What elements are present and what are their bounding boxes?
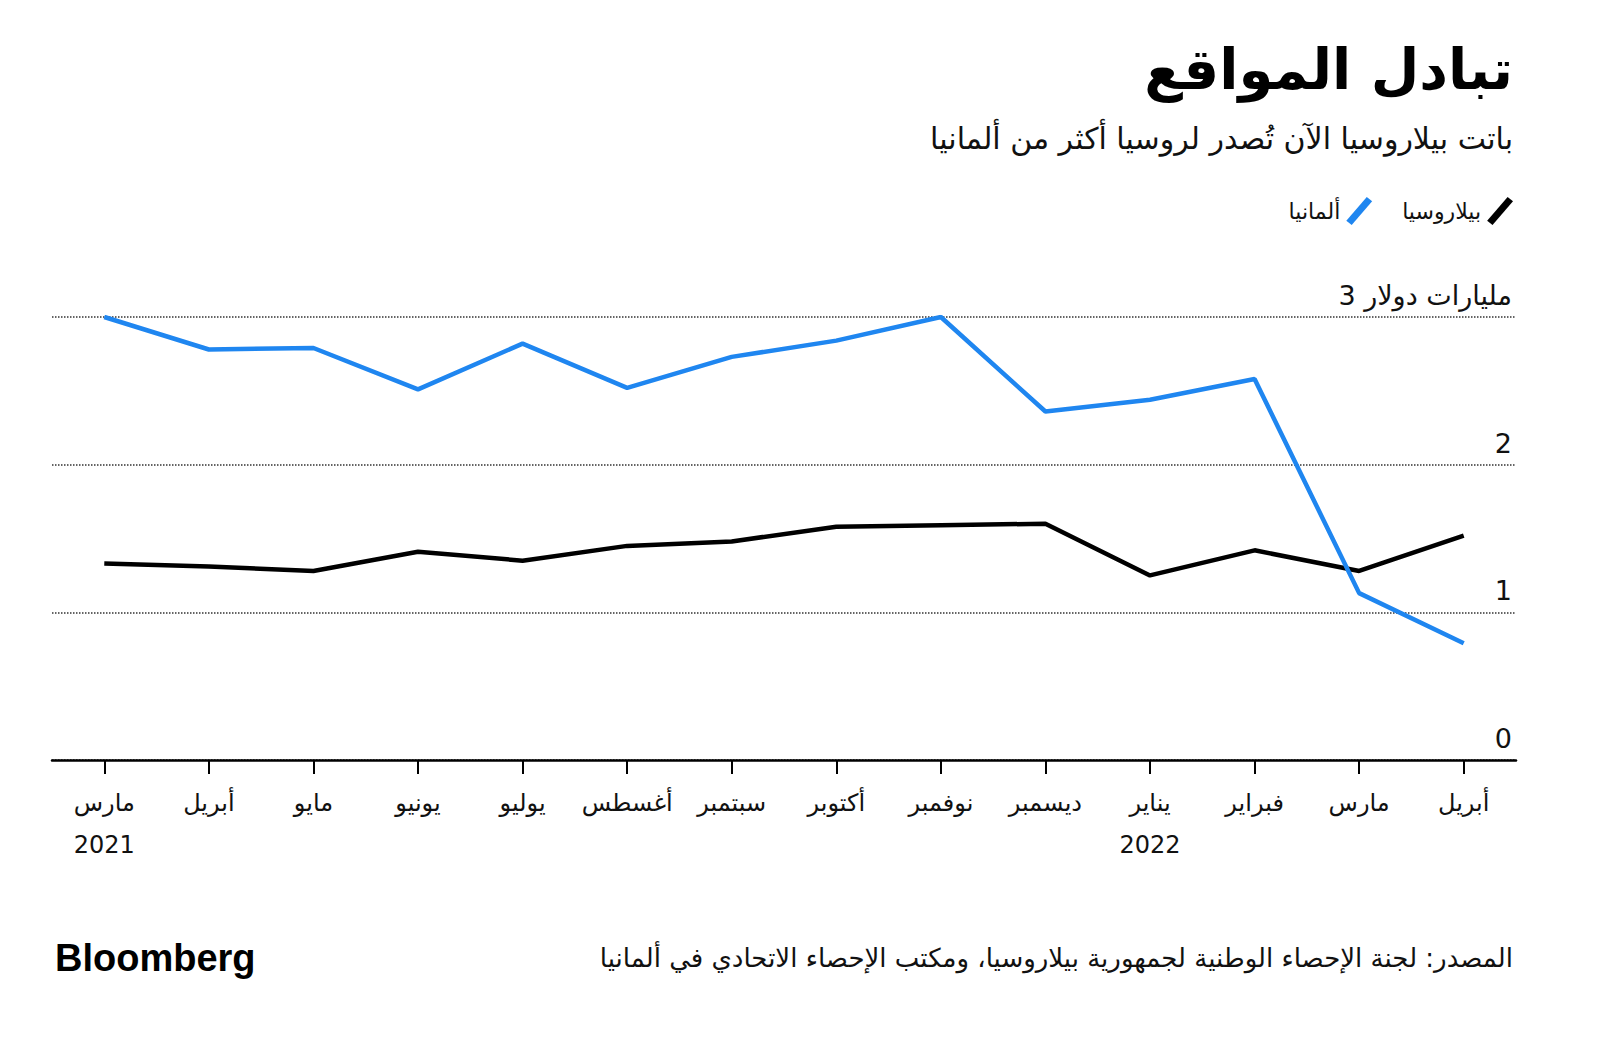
- svg-text:2: 2: [1495, 428, 1512, 459]
- svg-text:يناير: يناير: [1128, 789, 1170, 817]
- svg-text:ديسمبر: ديسمبر: [1008, 789, 1082, 817]
- svg-text:تبادل المواقع: تبادل المواقع: [1144, 37, 1513, 103]
- svg-text:2022: 2022: [1119, 831, 1180, 859]
- svg-text:أغسطس: أغسطس: [582, 787, 673, 817]
- svg-text:0: 0: [1495, 723, 1512, 754]
- svg-text:ألمانيا: ألمانيا: [1289, 197, 1341, 224]
- svg-text:مارس: مارس: [74, 789, 135, 817]
- svg-text:2021: 2021: [74, 831, 135, 859]
- svg-text:مارس: مارس: [1329, 789, 1390, 817]
- svg-text:فبراير: فبراير: [1224, 789, 1284, 817]
- svg-text:سبتمبر: سبتمبر: [696, 789, 766, 817]
- svg-text:المصدر: لجنة الإحصاء الوطنية ل: المصدر: لجنة الإحصاء الوطنية لجمهورية بي…: [600, 940, 1513, 974]
- svg-text:3 مليارات دولار: 3 مليارات دولار: [1338, 280, 1512, 312]
- svg-text:بيلاروسيا: بيلاروسيا: [1402, 199, 1481, 224]
- svg-text:باتت بيلاروسيا الآن تُصدر لروس: باتت بيلاروسيا الآن تُصدر لروسيا أكثر من…: [930, 118, 1513, 157]
- svg-text:1: 1: [1495, 575, 1512, 606]
- svg-text:أبريل: أبريل: [183, 787, 234, 817]
- svg-text:أكتوبر: أكتوبر: [806, 787, 865, 817]
- svg-text:أبريل: أبريل: [1438, 787, 1489, 817]
- svg-text:مايو: مايو: [293, 789, 333, 817]
- svg-text:Bloomberg: Bloomberg: [55, 937, 256, 979]
- svg-text:نوفمبر: نوفمبر: [907, 789, 973, 817]
- svg-text:يونيو: يونيو: [394, 789, 440, 817]
- svg-text:يوليو: يوليو: [499, 789, 546, 817]
